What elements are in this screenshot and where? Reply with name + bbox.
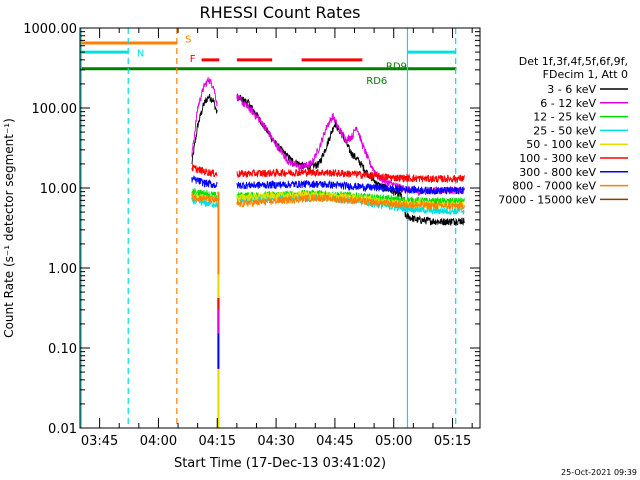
legend-entry-label: 6 - 12 keV bbox=[540, 97, 596, 110]
y-tick-label: 10.00 bbox=[40, 182, 77, 197]
legend-entry-label: 300 - 800 keV bbox=[519, 166, 596, 179]
legend-entry-label: 50 - 100 keV bbox=[526, 138, 596, 151]
flag-label-rd6: RD6 bbox=[366, 76, 387, 87]
x-tick-label: 03:45 bbox=[81, 434, 118, 449]
x-tick-label: 04:00 bbox=[140, 434, 177, 449]
legend-entry-label: 12 - 25 keV bbox=[533, 111, 596, 124]
legend-entry-label: 3 - 6 keV bbox=[547, 83, 596, 96]
chart-title: RHESSI Count Rates bbox=[200, 3, 361, 22]
series-300to800kev bbox=[191, 175, 465, 196]
y-tick-label: 0.10 bbox=[48, 342, 77, 357]
x-axis-label: Start Time (17-Dec-13 03:41:02) bbox=[174, 456, 386, 471]
series-line-segment bbox=[236, 189, 465, 207]
y-axis-ticks: 0.01 0.10 1.00 10.00 100.00 1000.00 bbox=[23, 22, 480, 437]
legend-entry-label: 7000 - 15000 keV bbox=[498, 193, 596, 206]
x-tick-label: 05:15 bbox=[434, 434, 471, 449]
legend-header-line: FDecim 1, Att 0 bbox=[543, 68, 628, 81]
vertical-markers-layer bbox=[80, 28, 457, 428]
y-tick-label: 100.00 bbox=[32, 102, 78, 117]
series-line-segment bbox=[191, 192, 218, 203]
series-line-segment bbox=[236, 167, 465, 184]
x-tick-label: 04:15 bbox=[199, 434, 236, 449]
y-tick-label: 0.01 bbox=[48, 422, 77, 437]
flag-label-rd9: RD9 bbox=[386, 61, 407, 72]
y-tick-label: 1.00 bbox=[48, 262, 77, 277]
y-axis-label: Count Rate (s⁻¹ detector segment⁻¹) bbox=[2, 118, 16, 338]
series-line-segment bbox=[236, 179, 465, 196]
series-line-segment bbox=[191, 76, 218, 157]
series-line-segment bbox=[191, 93, 218, 166]
x-tick-label: 04:45 bbox=[316, 434, 353, 449]
series-100to300kev bbox=[191, 164, 465, 184]
legend-entry-label: 100 - 300 keV bbox=[519, 152, 596, 165]
footer-timestamp: 25-Oct-2021 09:39 bbox=[561, 468, 637, 477]
y-tick-label: 1000.00 bbox=[23, 22, 77, 37]
series-line-segment bbox=[236, 193, 465, 211]
x-tick-label: 05:00 bbox=[375, 434, 412, 449]
flag-bars-layer: N SF RD9 RD6 bbox=[80, 34, 457, 87]
legend-entry-label: 800 - 7000 keV bbox=[512, 180, 596, 193]
flag-label-n: N bbox=[137, 48, 144, 59]
series-line-segment bbox=[191, 175, 218, 189]
flag-label-f: F bbox=[190, 54, 196, 65]
legend-header-line: Det 1f,3f,4f,5f,6f,9f, bbox=[519, 55, 628, 68]
plot-frame bbox=[79, 27, 481, 429]
series-layer bbox=[191, 76, 465, 428]
series-800to7000kev bbox=[191, 192, 465, 211]
flag-label-s: S bbox=[185, 34, 191, 45]
legend-entry-label: 25 - 50 keV bbox=[533, 124, 596, 137]
x-axis-ticks: 03:45 04:00 04:15 04:30 04:45 05:00 05:15 bbox=[79, 28, 473, 449]
x-tick-label: 04:30 bbox=[257, 434, 294, 449]
series-line-segment bbox=[191, 164, 218, 178]
legend: Det 1f,3f,4f,5f,6f,9f,FDecim 1, Att 0 3 -… bbox=[498, 55, 628, 206]
